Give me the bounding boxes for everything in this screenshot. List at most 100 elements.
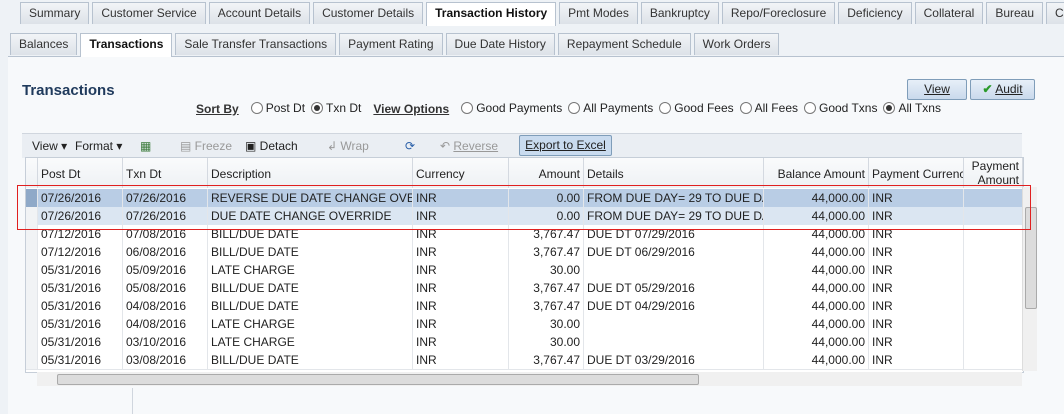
refresh-icon[interactable]: ⟳: [405, 139, 416, 153]
table-cell: INR: [413, 243, 509, 261]
view-menu[interactable]: View ▾: [32, 139, 68, 153]
table-cell: 04/08/2016: [123, 297, 208, 315]
radio-dot[interactable]: [804, 102, 816, 114]
table-cell: 44,000.00: [764, 315, 869, 333]
button-label: Reverse: [453, 139, 499, 153]
table-row[interactable]: 05/31/2016 04/08/2016 LATE CHARGE INR 30.00 4…: [26, 315, 1023, 334]
radio-label: Good Payments: [476, 101, 563, 115]
radio-dot[interactable]: [883, 102, 896, 114]
table-cell: 04/08/2016: [123, 315, 208, 333]
table-row[interactable]: 05/31/2016 04/08/2016 BILL/DUE DATE INR 3,76…: [26, 297, 1023, 316]
tab[interactable]: Collateral: [914, 2, 984, 24]
view-options-label: View Options: [373, 102, 450, 116]
divider: [132, 388, 133, 414]
radio-dot[interactable]: [461, 102, 474, 114]
table-cell: DUE DT 06/29/2016: [584, 243, 764, 261]
radio-option[interactable]: Good Payments: [461, 101, 562, 115]
section-title: Transactions: [22, 82, 115, 99]
column-header[interactable]: Balance Amount: [764, 158, 869, 188]
tab[interactable]: Work Orders: [693, 33, 780, 55]
row-header: [26, 297, 38, 315]
table-cell: 05/31/2016: [38, 297, 123, 315]
tab[interactable]: Due Date History: [445, 33, 555, 55]
table-cell: [964, 261, 1023, 279]
column-header[interactable]: Currency: [413, 158, 509, 188]
radio-label: All Payments: [583, 101, 654, 115]
tab[interactable]: Pmt Modes: [559, 2, 638, 24]
tab[interactable]: Transactions: [80, 33, 173, 57]
radio-option[interactable]: Good Fees: [659, 101, 734, 115]
table-cell: 3,767.47: [509, 225, 584, 243]
vertical-scrollbar[interactable]: [1022, 187, 1037, 371]
header-label: Currency: [416, 167, 465, 181]
column-header[interactable]: Description: [208, 158, 413, 188]
sub-tabs: Balances Transactions Sale Transfer Transa…: [10, 33, 780, 57]
radio-option[interactable]: Txn Dt: [311, 101, 361, 115]
table-cell: LATE CHARGE: [208, 315, 413, 333]
tab[interactable]: Repayment Schedule: [557, 33, 691, 55]
table-cell: 3,767.47: [509, 297, 584, 315]
tab[interactable]: Cross/Up Sell Activi: [1046, 2, 1064, 24]
column-header[interactable]: Post Dt: [38, 158, 123, 188]
radio-option[interactable]: Good Txns: [804, 101, 877, 115]
table-cell: FROM DUE DAY= 29 TO DUE DAY...: [584, 207, 764, 225]
detach-button[interactable]: ▣ Detach: [245, 139, 298, 153]
audit-button[interactable]: ✔ Audit: [970, 79, 1035, 100]
table-row[interactable]: 07/12/2016 06/08/2016 BILL/DUE DATE INR 3,76…: [26, 243, 1023, 262]
tab[interactable]: Customer Service: [92, 2, 206, 24]
radio-option[interactable]: Post Dt: [250, 101, 305, 115]
radio-dot[interactable]: [568, 102, 581, 114]
tab[interactable]: Balances: [10, 33, 78, 55]
radio-dot[interactable]: [739, 102, 752, 114]
table-cell: 0.00: [509, 189, 584, 207]
tab[interactable]: Customer Details: [313, 2, 424, 24]
table-cell: INR: [413, 279, 509, 297]
radio-dot[interactable]: [250, 102, 263, 114]
radio-option[interactable]: All Payments: [568, 101, 653, 115]
radio-dot[interactable]: [659, 102, 672, 114]
horizontal-scrollbar[interactable]: [37, 372, 1022, 386]
table-cell: INR: [869, 243, 964, 261]
table-cell: 05/08/2016: [123, 279, 208, 297]
tab[interactable]: Sale Transfer Transactions: [175, 33, 337, 55]
tab[interactable]: Account Details: [208, 2, 311, 24]
freeze-button[interactable]: ▤ Freeze: [180, 139, 233, 153]
query-icon[interactable]: ▦: [140, 139, 152, 153]
tab[interactable]: Transaction History: [426, 2, 557, 26]
tab[interactable]: Payment Rating: [339, 33, 443, 55]
tab[interactable]: Summary: [20, 2, 90, 24]
table-cell: 07/26/2016: [123, 189, 208, 207]
table-cell: DUE DATE CHANGE OVERRIDE: [208, 207, 413, 225]
table-row[interactable]: 05/31/2016 05/09/2016 LATE CHARGE INR 30.00 4…: [26, 261, 1023, 280]
view-button[interactable]: View: [907, 79, 967, 100]
table-cell: 30.00: [509, 315, 584, 333]
tab[interactable]: Bankruptcy: [640, 2, 719, 24]
radio-dot[interactable]: [311, 102, 324, 114]
export-button[interactable]: Export to Excel: [519, 135, 612, 156]
radio-option[interactable]: All Fees: [739, 101, 798, 115]
column-header[interactable]: Payment Currency: [869, 158, 964, 188]
table-cell: DUE DT 07/29/2016: [584, 225, 764, 243]
transactions-table: Post Dt Txn Dt Description Currency Amount De…: [25, 157, 1024, 373]
tab[interactable]: Bureau: [986, 2, 1044, 24]
table-cell: INR: [413, 207, 509, 225]
table-cell: FROM DUE DAY= 29 TO DUE DAY...: [584, 189, 764, 207]
table-cell: BILL/DUE DATE: [208, 351, 413, 369]
reverse-button[interactable]: ↶ Reverse: [440, 139, 499, 153]
button-label: Freeze: [194, 139, 233, 153]
radio-option[interactable]: All Txns: [883, 101, 941, 115]
tab[interactable]: Repo/Foreclosure: [721, 2, 836, 24]
wrap-button[interactable]: ↲ Wrap: [327, 139, 369, 153]
table-row[interactable]: 05/31/2016 05/08/2016 BILL/DUE DATE INR 3,76…: [26, 279, 1023, 298]
column-header[interactable]: Details: [584, 158, 764, 188]
column-header[interactable]: Payment Amount: [964, 158, 1023, 188]
table-cell: [964, 279, 1023, 297]
table-row[interactable]: 05/31/2016 03/08/2016 BILL/DUE DATE INR 3,76…: [26, 351, 1023, 370]
table-row[interactable]: 07/26/2016 07/26/2016 REVERSE DUE DATE CHA…: [26, 189, 1023, 208]
tab[interactable]: Deficiency: [838, 2, 912, 24]
table-row[interactable]: 05/31/2016 03/10/2016 LATE CHARGE INR 30.00 4…: [26, 333, 1023, 352]
column-header[interactable]: Amount: [509, 158, 584, 188]
column-header[interactable]: Txn Dt: [123, 158, 208, 188]
view-options: Good Payments All Payments Good Fees All Fe…: [461, 101, 947, 117]
format-menu[interactable]: Format ▾: [75, 139, 123, 153]
